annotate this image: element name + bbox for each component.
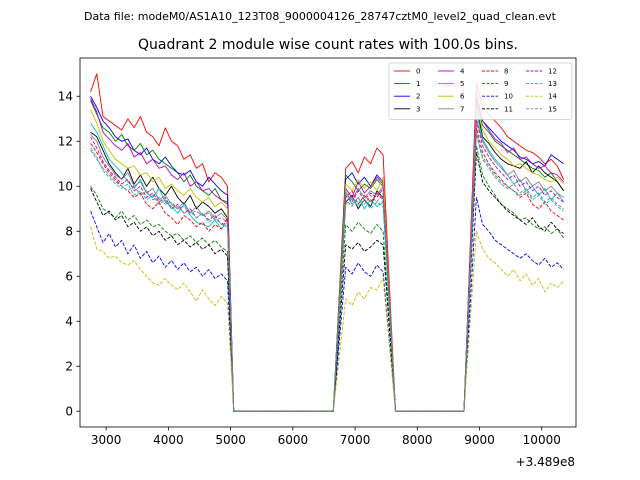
series-layer: [90, 73, 565, 412]
series-line-14: [90, 226, 564, 412]
x-offset-label: +3.489e8: [516, 455, 575, 469]
chart-suptitle: Data file: modeM0/AS1A10_123T08_90000041…: [84, 10, 557, 23]
legend-label-1: 1: [416, 80, 420, 88]
legend-label-12: 12: [548, 68, 557, 76]
legend-label-8: 8: [504, 68, 508, 76]
x-tick-label: 8000: [402, 433, 433, 447]
legend-label-5: 5: [460, 80, 464, 88]
y-tick-label: 14: [58, 89, 73, 103]
x-tick-label: 9000: [464, 433, 495, 447]
y-tick-label: 6: [65, 269, 73, 283]
legend-label-2: 2: [416, 93, 420, 101]
legend-label-4: 4: [460, 68, 465, 76]
legend-label-3: 3: [416, 105, 420, 113]
y-tick-label: 2: [65, 359, 73, 373]
y-tick-label: 8: [65, 224, 73, 238]
legend-label-10: 10: [504, 93, 513, 101]
y-tick-label: 0: [65, 404, 73, 418]
y-tick-label: 12: [58, 134, 73, 148]
legend-label-7: 7: [460, 105, 464, 113]
x-tick-label: 4000: [153, 433, 184, 447]
legend-label-9: 9: [504, 80, 508, 88]
legend-label-0: 0: [416, 68, 420, 76]
x-tick-label: 10000: [523, 433, 561, 447]
legend-label-14: 14: [548, 93, 557, 101]
legend-label-13: 13: [548, 80, 557, 88]
y-tick-label: 4: [65, 314, 73, 328]
legend-label-11: 11: [504, 105, 513, 113]
ticks-layer: 3000 4000 5000 6000 7000 8000 9000 10000 0 2 4 6 8 10…: [58, 89, 561, 447]
series-line-13: [90, 131, 564, 412]
x-tick-label: 7000: [340, 433, 371, 447]
x-tick-label: 3000: [91, 433, 122, 447]
legend-label-15: 15: [548, 105, 557, 113]
series-line-9: [90, 145, 564, 412]
series-line-15: [90, 134, 564, 412]
y-tick-label: 10: [58, 179, 73, 193]
x-tick-label: 5000: [215, 433, 246, 447]
legend-frame: [388, 62, 573, 120]
legend-label-6: 6: [460, 93, 465, 101]
x-tick-label: 6000: [278, 433, 309, 447]
chart-title: Quadrant 2 module wise count rates with …: [138, 37, 518, 53]
axes-frame: [79, 57, 577, 428]
